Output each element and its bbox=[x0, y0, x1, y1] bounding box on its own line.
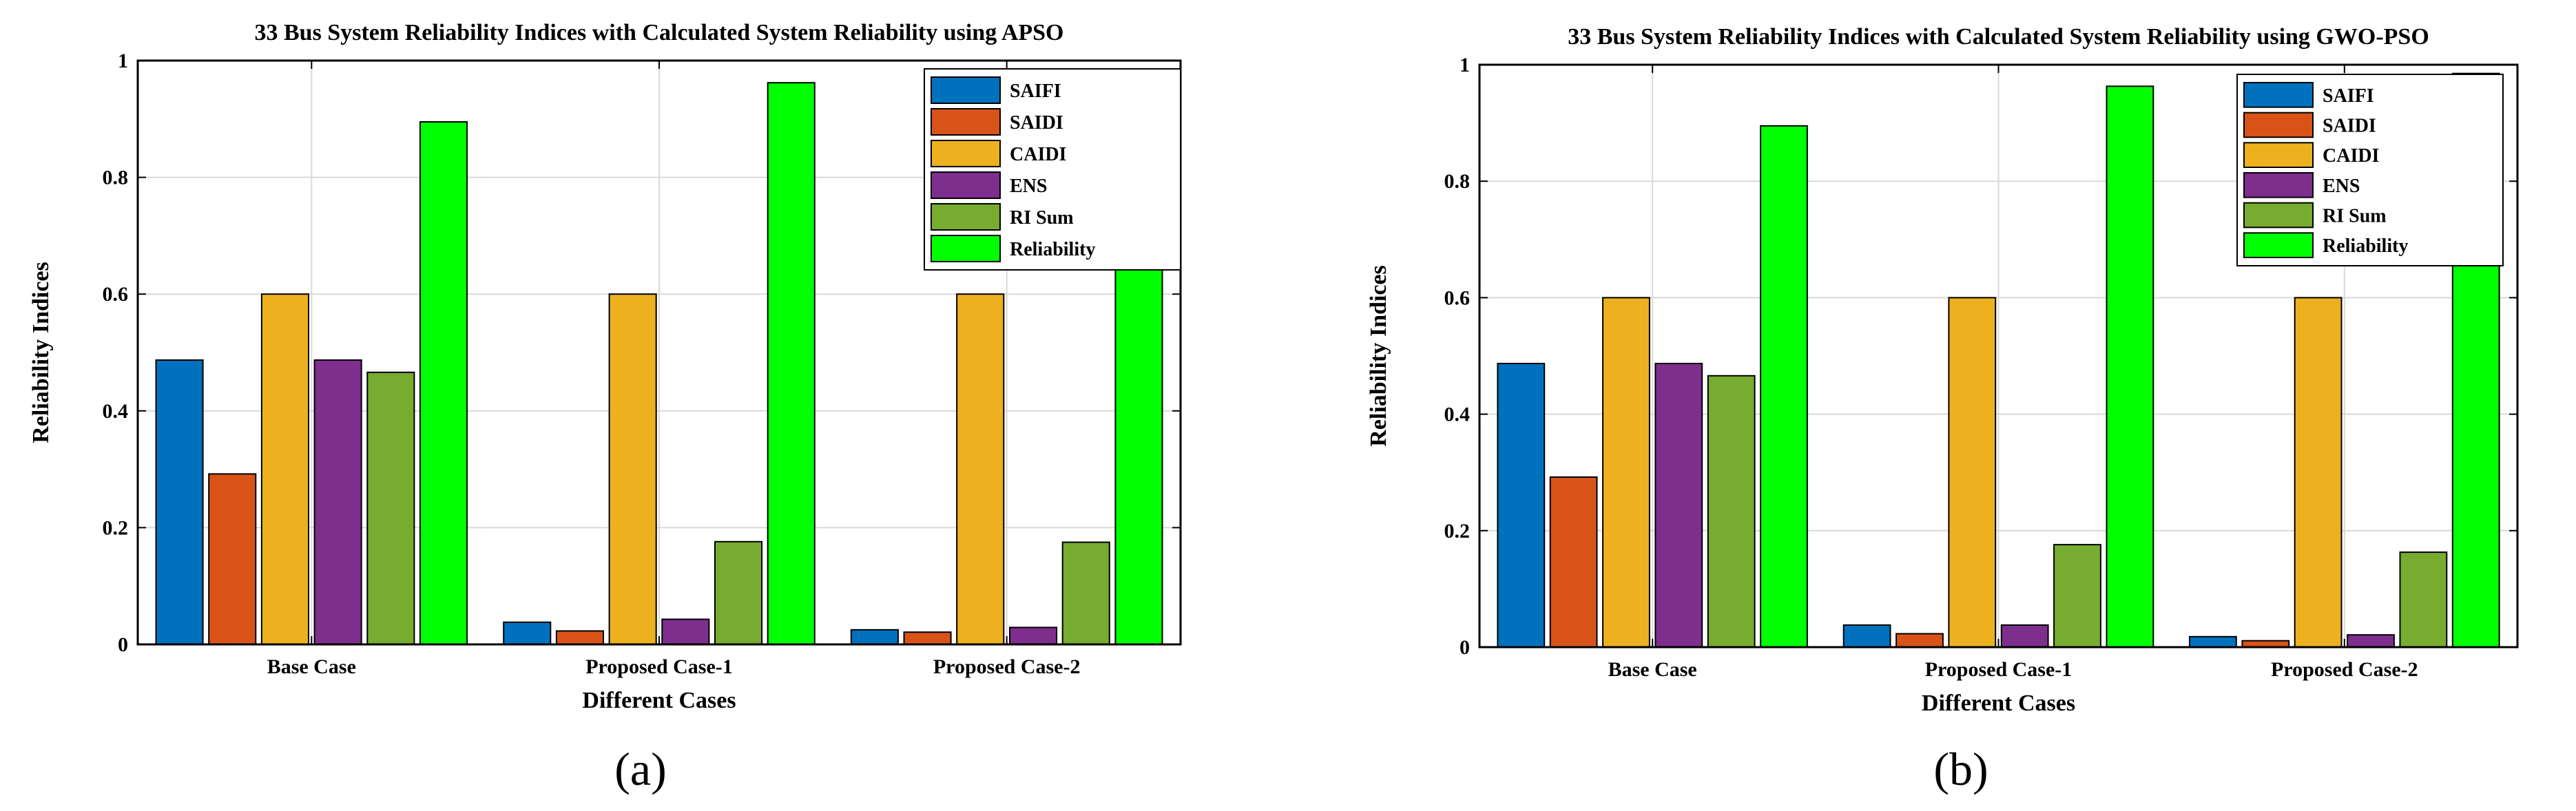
bar-saifi-3 bbox=[2189, 635, 2237, 648]
bar-ri-sum-3 bbox=[2399, 551, 2448, 648]
figure-caption: (b) bbox=[1933, 743, 1988, 795]
bar-saifi-1 bbox=[1497, 363, 1546, 648]
bar-caidi-2 bbox=[608, 293, 657, 645]
bar-saifi-1 bbox=[155, 359, 204, 645]
bar-saidi-2 bbox=[1895, 633, 1944, 648]
bar-ens-1 bbox=[313, 359, 362, 645]
chart-title: 33 Bus System Reliability Indices with C… bbox=[255, 20, 1064, 45]
bar-caidi-2 bbox=[1948, 297, 1997, 648]
y-tick-label: 0.4 bbox=[103, 400, 129, 423]
legend-label: Reliability bbox=[1010, 239, 1095, 260]
bar-ens-2 bbox=[661, 618, 710, 645]
legend-swatch bbox=[931, 203, 1001, 231]
x-tick-label: Proposed Case-2 bbox=[2271, 658, 2418, 681]
y-tick-label: 0 bbox=[1460, 636, 1470, 659]
legend: SAIFI SAIDI CAIDI ENS RI Sum Reliability bbox=[924, 68, 1181, 271]
bar-saidi-1 bbox=[1549, 476, 1598, 648]
legend-swatch bbox=[2243, 82, 2314, 108]
y-tick-label: 0.8 bbox=[1444, 170, 1471, 193]
bar-reliability-1 bbox=[1760, 125, 1808, 649]
legend-label: SAIFI bbox=[1010, 81, 1061, 102]
y-axis-label: Reliability Indices bbox=[1366, 265, 1391, 447]
y-axis-label: Reliability Indices bbox=[28, 262, 54, 443]
x-tick-label: Proposed Case-1 bbox=[1925, 658, 2073, 681]
legend-label: RI Sum bbox=[2323, 206, 2387, 227]
y-tick-label: 0.4 bbox=[1444, 403, 1471, 426]
chart-title: 33 Bus System Reliability Indices with C… bbox=[1568, 24, 2429, 50]
legend-label: CAIDI bbox=[1010, 144, 1066, 165]
bar-ri-sum-1 bbox=[366, 371, 415, 645]
bar-ri-sum-3 bbox=[1061, 541, 1110, 645]
legend-label: ENS bbox=[1010, 176, 1047, 197]
legend-label: SAIDI bbox=[1010, 112, 1063, 134]
legend-swatch bbox=[2243, 232, 2314, 259]
legend-swatch bbox=[931, 76, 1001, 104]
bar-ens-2 bbox=[2000, 624, 2049, 649]
legend-swatch bbox=[2243, 172, 2314, 198]
legend: SAIFI SAIDI CAIDI ENS RI Sum Reliability bbox=[2236, 74, 2504, 266]
x-tick-label: Base Case bbox=[1608, 658, 1697, 681]
y-tick-label: 0.2 bbox=[1444, 520, 1471, 543]
bar-saifi-2 bbox=[503, 621, 552, 645]
bar-reliability-2 bbox=[2106, 85, 2154, 649]
x-tick-label: Base Case bbox=[267, 655, 356, 678]
x-axis-label: Different Cases bbox=[1922, 691, 2075, 716]
chart-b: 0 0.2 0.4 0.6 0.8 1 Base Case Proposed Case-1 Pr… bbox=[1366, 24, 2519, 795]
legend-swatch bbox=[931, 140, 1001, 167]
y-tick-label: 0 bbox=[118, 633, 128, 656]
bar-caidi-3 bbox=[2294, 297, 2343, 648]
x-tick-label: Proposed Case-1 bbox=[585, 655, 733, 678]
legend-swatch bbox=[2243, 142, 2314, 168]
legend-swatch bbox=[931, 108, 1001, 136]
bar-ri-sum-2 bbox=[714, 540, 763, 645]
y-tick-label: 0.2 bbox=[103, 516, 129, 539]
bar-saifi-3 bbox=[850, 629, 899, 645]
bar-ri-sum-2 bbox=[2053, 544, 2101, 648]
legend-swatch bbox=[2243, 112, 2314, 138]
legend-label: CAIDI bbox=[2323, 145, 2379, 167]
x-tick-label: Proposed Case-2 bbox=[933, 655, 1081, 678]
bar-reliability-2 bbox=[767, 82, 816, 645]
bar-ri-sum-1 bbox=[1707, 375, 1756, 648]
legend-label: SAIDI bbox=[2323, 116, 2376, 137]
bar-ens-3 bbox=[1009, 626, 1058, 646]
legend-label: ENS bbox=[2323, 176, 2360, 197]
legend-label: SAIFI bbox=[2323, 85, 2374, 107]
bar-caidi-3 bbox=[956, 293, 1005, 645]
y-tick-label: 1 bbox=[1460, 54, 1470, 76]
legend-label: Reliability bbox=[2323, 235, 2408, 257]
figure-caption: (a) bbox=[614, 743, 666, 795]
bar-reliability-1 bbox=[419, 121, 468, 645]
bar-saidi-2 bbox=[555, 630, 605, 645]
legend-swatch bbox=[931, 235, 1001, 262]
y-tick-label: 0.8 bbox=[103, 167, 129, 189]
x-axis-label: Different Cases bbox=[582, 688, 736, 713]
legend-swatch bbox=[931, 171, 1001, 199]
legend-swatch bbox=[2243, 202, 2314, 229]
y-tick-label: 0.6 bbox=[103, 283, 129, 306]
bar-caidi-1 bbox=[260, 293, 309, 645]
chart-a: 0 0.2 0.4 0.6 0.8 1 Base Case Proposed Case-1 Pr… bbox=[28, 20, 1182, 795]
bar-ens-1 bbox=[1654, 363, 1703, 648]
y-tick-label: 1 bbox=[118, 50, 128, 72]
legend-label: RI Sum bbox=[1010, 207, 1074, 229]
bar-saifi-2 bbox=[1842, 624, 1891, 649]
y-tick-label: 0.6 bbox=[1444, 286, 1471, 309]
bar-caidi-1 bbox=[1602, 297, 1650, 648]
bar-saidi-3 bbox=[903, 631, 952, 646]
bar-saidi-1 bbox=[208, 473, 257, 646]
bar-ens-3 bbox=[2347, 634, 2395, 649]
